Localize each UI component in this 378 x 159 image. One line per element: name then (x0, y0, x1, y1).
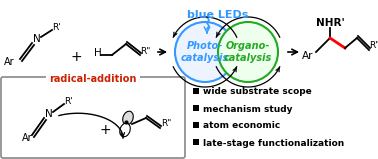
Text: NHR': NHR' (316, 18, 344, 28)
Text: R": R" (161, 118, 171, 128)
Text: Ar: Ar (4, 57, 15, 67)
Text: R': R' (52, 24, 61, 32)
Text: R': R' (64, 97, 73, 106)
Text: radical-addition: radical-addition (49, 74, 137, 84)
Text: H: H (94, 48, 102, 58)
Text: Organo-
catalysis: Organo- catalysis (224, 41, 272, 63)
Bar (193, 105, 199, 111)
FancyBboxPatch shape (1, 77, 185, 158)
Ellipse shape (123, 111, 133, 125)
Ellipse shape (120, 123, 130, 137)
Text: atom economic: atom economic (203, 121, 280, 131)
Circle shape (175, 22, 235, 82)
Circle shape (218, 22, 278, 82)
Bar (193, 139, 199, 145)
Text: +: + (70, 50, 82, 64)
Text: R": R" (140, 48, 150, 56)
Text: wide substrate scope: wide substrate scope (203, 87, 312, 97)
Text: mechanism study: mechanism study (203, 104, 293, 114)
Text: N: N (45, 109, 53, 119)
Text: N: N (33, 34, 41, 44)
Text: late-stage functionalization: late-stage functionalization (203, 138, 344, 148)
Bar (193, 88, 199, 94)
Text: R": R" (369, 41, 378, 51)
Bar (193, 122, 199, 128)
Text: Photo-
catalysis: Photo- catalysis (181, 41, 229, 63)
Text: blue LEDs: blue LEDs (187, 10, 249, 20)
Text: Ar: Ar (302, 51, 314, 61)
Text: +: + (99, 123, 111, 137)
Text: Ar: Ar (22, 133, 33, 143)
